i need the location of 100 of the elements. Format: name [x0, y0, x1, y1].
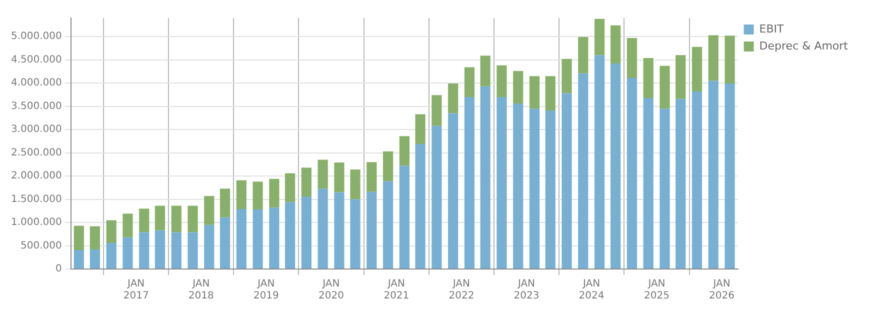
- x-tick-label: JAN 2019: [253, 278, 279, 302]
- bar: [529, 108, 540, 268]
- y-tick-label: 2.500.000: [10, 147, 62, 158]
- y-tick-label: 4.000.000: [10, 78, 62, 89]
- bar: [692, 46, 702, 92]
- y-tick-label: 0: [56, 264, 62, 275]
- bar: [415, 114, 426, 144]
- bar: [692, 91, 702, 268]
- bar: [334, 192, 344, 268]
- bar: [188, 232, 198, 268]
- bar: [529, 76, 540, 109]
- bar: [350, 199, 360, 268]
- bar: [724, 36, 735, 84]
- bar: [74, 250, 84, 268]
- bar: [643, 58, 654, 98]
- bar: [432, 95, 442, 126]
- y-tick-label: 4.500.000: [10, 54, 62, 66]
- bar: [610, 25, 621, 64]
- bar: [480, 86, 490, 268]
- bar: [74, 226, 84, 250]
- bar: [676, 98, 686, 268]
- bar: [594, 55, 605, 268]
- bar: [366, 192, 377, 268]
- bar: [610, 64, 621, 268]
- bar: [220, 188, 230, 218]
- bar: [382, 181, 394, 268]
- bar: [578, 73, 588, 268]
- bar: [188, 206, 198, 232]
- bar: [513, 104, 524, 268]
- x-tick-label: JAN 2017: [123, 278, 149, 302]
- bar: [139, 232, 150, 268]
- bar: [204, 224, 214, 268]
- legend-label: Deprec & Amort: [759, 39, 849, 52]
- y-tick-label: 3.500.000: [10, 100, 62, 112]
- bar: [448, 113, 458, 268]
- bar: [399, 136, 410, 166]
- bar: [448, 84, 458, 114]
- y-tick-label: 3.000.000: [10, 124, 62, 136]
- bar: [269, 208, 280, 268]
- y-tick-label: 500.000: [20, 240, 62, 252]
- x-tick-label: JAN 2023: [514, 278, 540, 302]
- bar: [545, 76, 556, 110]
- bar: [626, 78, 638, 268]
- bar: [464, 97, 475, 268]
- bar: [415, 144, 426, 268]
- bar: [90, 249, 100, 268]
- bar: [154, 206, 166, 230]
- bar: [562, 93, 572, 268]
- y-tick-label: 2.000.000: [10, 170, 62, 182]
- bar: [220, 217, 230, 268]
- bar: [708, 80, 718, 268]
- bar: [464, 67, 475, 98]
- bar: [284, 202, 296, 268]
- bar: [676, 55, 686, 99]
- bar: [334, 162, 344, 192]
- x-tick-label: JAN 2024: [578, 278, 604, 302]
- x-tick-label: JAN 2026: [709, 278, 734, 302]
- bar: [122, 237, 133, 268]
- y-tick-label: 1.000.000: [10, 217, 62, 228]
- bar: [660, 108, 670, 268]
- bar: [301, 196, 312, 268]
- y-tick-label: 1.500.000: [10, 194, 62, 205]
- bar: [139, 208, 150, 232]
- bar: [106, 220, 116, 243]
- x-tick-label: JAN 2025: [644, 278, 670, 302]
- x-tick-label: JAN 2022: [448, 278, 474, 302]
- x-tick-label: JAN 2021: [384, 278, 410, 302]
- bar: [594, 18, 605, 56]
- legend-label: EBIT: [759, 22, 784, 36]
- bar: [122, 214, 133, 238]
- bar: [318, 188, 328, 268]
- bar: [562, 58, 572, 94]
- bar: [350, 170, 360, 200]
- bar: [90, 226, 100, 250]
- bar: [301, 168, 312, 196]
- bar: [432, 126, 442, 268]
- bar: [643, 98, 654, 268]
- bar: [252, 210, 263, 268]
- x-tick-label: JAN 2020: [318, 278, 344, 302]
- bar: [171, 232, 182, 268]
- bar: [708, 35, 718, 81]
- bar: [171, 206, 182, 232]
- bar: [382, 151, 394, 182]
- bar: [496, 97, 507, 268]
- bar: [366, 162, 377, 192]
- bar: [626, 38, 638, 78]
- bar: [724, 84, 735, 268]
- bar: [496, 65, 507, 98]
- bar: [204, 196, 214, 225]
- bar: [236, 209, 246, 268]
- bar: [154, 230, 166, 268]
- bar: [106, 242, 116, 268]
- y-tick-label: 5.000.000: [10, 31, 62, 42]
- bar: [252, 182, 263, 210]
- bar: [545, 110, 556, 268]
- bar: [660, 66, 670, 109]
- bar: [578, 37, 588, 74]
- bar: [318, 160, 328, 189]
- bar: [513, 70, 524, 104]
- bar: [399, 166, 410, 268]
